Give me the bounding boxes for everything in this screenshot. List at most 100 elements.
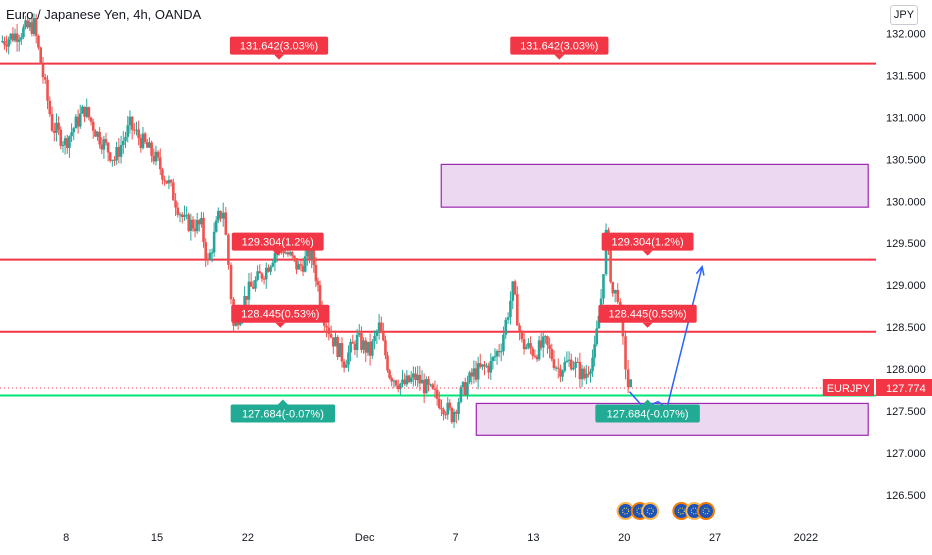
candle-body [399,383,402,390]
candle-body [522,339,526,350]
candle-body [621,309,625,337]
x-tick-label: 8 [63,532,69,544]
level-label-text: 131.642(3.03%) [240,41,318,53]
candle-body [96,131,99,137]
candle-body [48,100,52,115]
candle-body [208,252,212,260]
candle-body [595,328,599,345]
candle-body [256,271,259,280]
candle-body [493,356,497,358]
candle-body [158,157,162,170]
level-label: 127.684(-0.07%) [595,399,700,423]
candle-body [245,295,249,300]
candle-body [572,367,575,370]
candle-body [219,210,222,219]
level-label-text: 129.304(1.2%) [612,237,684,249]
candle-body [497,351,501,353]
candle-body [565,360,569,362]
candle-body [72,128,76,133]
candle-body [327,327,331,334]
candle-body [214,220,218,232]
candle-body [371,341,374,356]
candle-body [329,333,333,338]
candle-body [401,379,404,384]
event-flag-icon [696,502,715,520]
candle-body [450,407,454,423]
level-label-box [595,404,700,423]
candle-body [491,357,495,361]
candle-body [50,114,54,131]
candle-body [420,379,424,384]
candle-body [68,136,71,148]
candle-body [61,145,65,147]
candle-body [297,264,301,270]
candle-body [17,39,21,42]
candle-body [150,142,153,156]
candle-body [212,231,216,253]
candle-body [11,33,15,41]
candle-body [161,169,164,180]
last-price-tag-box [876,378,932,396]
candle-body [22,27,25,38]
y-tick-label: 129.000 [886,280,926,292]
candle-body [511,281,515,301]
candle-body [569,359,573,370]
candle-body [202,217,205,243]
candle-body [591,357,594,372]
candle-body [156,151,160,158]
candle-body [290,252,294,256]
candle-body [476,363,480,380]
candle-body [334,337,337,347]
candle-body [5,44,8,47]
event-flag-stars [622,507,630,515]
event-flag-stars [702,507,710,515]
candle-body [474,368,478,380]
candle-body [468,372,471,383]
candle-body [130,116,134,130]
candle-body [316,281,320,286]
candle-body [373,335,376,342]
candle-body [167,180,171,184]
candle-body [113,159,116,161]
candle-body [1,41,4,43]
x-tick-label: 15 [151,532,163,544]
candle-body [518,325,521,331]
candle-body [124,136,127,141]
currency-button[interactable]: JPY [890,5,918,25]
candle-body [137,129,140,139]
y-tick-label: 130.500 [886,154,926,166]
candle-body [94,130,97,137]
candle-body [332,337,335,347]
candle-body [288,252,292,255]
event-flag-stars [646,507,654,515]
candle-body [128,116,132,126]
projection-arrowhead [695,265,705,276]
candle-body [412,373,415,378]
level-label: 128.445(0.53%) [598,304,697,328]
level-label-box [229,36,329,55]
y-tick-label: 131.000 [886,112,926,124]
candle-body [76,116,80,127]
candle-body [78,113,82,127]
candle-body [189,219,193,231]
candle-body [180,214,184,218]
candle-body [414,373,417,381]
y-tick-label: 126.500 [886,490,926,502]
candle-body [509,300,512,318]
candle-body [26,20,29,28]
symbol-tag-box [822,378,874,396]
candle-body [429,384,432,386]
candle-body [580,368,584,380]
candle-body [229,264,233,300]
candle-body [629,379,633,388]
candle-body [597,315,601,329]
candle-body [390,377,394,382]
candle-body [340,343,344,362]
candle-body [227,234,230,265]
candle-body [195,220,199,232]
candle-body [204,242,207,259]
candle-body [531,348,535,356]
candle-body [418,374,422,384]
candle-body [169,180,173,183]
